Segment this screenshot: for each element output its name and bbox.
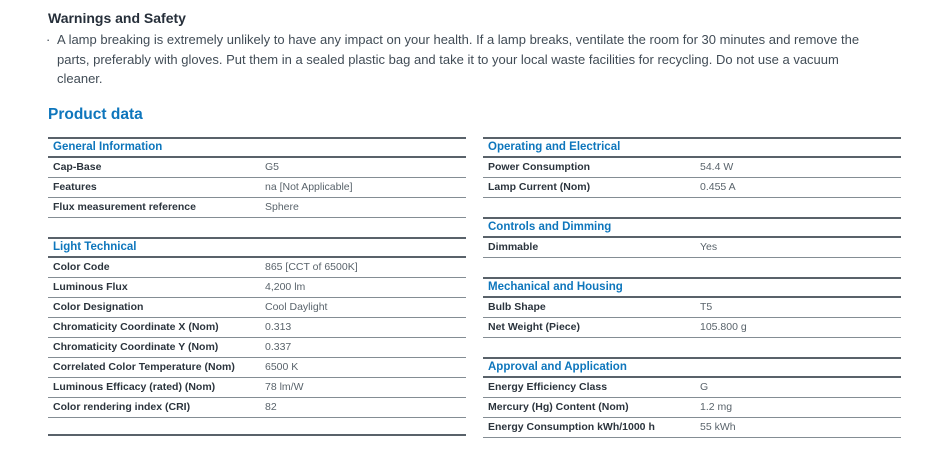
warnings-title: Warnings and Safety (48, 10, 186, 26)
table-row: Chromaticity Coordinate Y (Nom) 0.337 (48, 338, 466, 358)
table-row: Net Weight (Piece) 105.800 g (483, 318, 901, 338)
datasheet-page: Warnings and Safety · A lamp breaking is… (46, 10, 903, 438)
spec-value: 4,200 lm (265, 281, 306, 293)
spec-value: G5 (265, 161, 280, 173)
left-column: General Information Cap-Base G5 Features… (48, 136, 466, 438)
warning-list-item: · A lamp breaking is extremely unlikely … (46, 30, 903, 89)
table-row: Color Designation Cool Daylight (48, 298, 466, 318)
spec-value: 0.455 A (700, 181, 736, 193)
table-row: Flux measurement reference Sphere (48, 198, 466, 218)
spec-label: Net Weight (Piece) (488, 321, 580, 333)
table-row: Energy Consumption kWh/1000 h 55 kWh (483, 418, 901, 438)
table-row: Luminous Flux 4,200 lm (48, 278, 466, 298)
spec-value: G (700, 381, 709, 393)
spec-label: Energy Efficiency Class (488, 381, 608, 393)
spec-value: Sphere (265, 201, 299, 213)
table-row: Energy Efficiency Class G (483, 378, 901, 398)
spec-label: Lamp Current (Nom) (488, 181, 591, 193)
section-header: Mechanical and Housing (483, 279, 901, 298)
spec-label: Power Consumption (488, 161, 591, 173)
table-row: Power Consumption 54.4 W (483, 158, 901, 178)
warning-text: A lamp breaking is extremely unlikely to… (57, 32, 860, 86)
section-closing-rule (48, 433, 466, 436)
section-general-information: General Information Cap-Base G5 Features… (48, 136, 466, 218)
section-header: General Information (48, 139, 466, 158)
spec-value: 105.800 g (700, 321, 747, 333)
spec-label: Cap-Base (53, 161, 102, 173)
spec-label: Chromaticity Coordinate X (Nom) (53, 321, 219, 333)
spec-label: Mercury (Hg) Content (Nom) (488, 401, 629, 413)
spec-label: Bulb Shape (488, 301, 546, 313)
table-row: Luminous Efficacy (rated) (Nom) 78 lm/W (48, 378, 466, 398)
table-row: Correlated Color Temperature (Nom) 6500 … (48, 358, 466, 378)
section-header: Operating and Electrical (483, 139, 901, 158)
product-data-title: Product data (48, 105, 143, 123)
table-row: Cap-Base G5 (48, 158, 466, 178)
spec-value: Cool Daylight (265, 301, 328, 313)
spec-value: 1.2 mg (700, 401, 733, 413)
spec-label: Color Designation (53, 301, 144, 313)
spec-label: Color Code (53, 261, 110, 273)
spec-value: 55 kWh (700, 421, 736, 433)
spec-label: Chromaticity Coordinate Y (Nom) (53, 341, 219, 353)
section-light-technical: Light Technical Color Code 865 [CCT of 6… (48, 236, 466, 418)
spec-value: na [Not Applicable] (265, 181, 353, 193)
section-approval-and-application: Approval and Application Energy Efficien… (483, 356, 901, 438)
spec-value: T5 (700, 301, 713, 313)
spec-value: 865 [CCT of 6500K] (265, 261, 358, 273)
section-header: Light Technical (48, 239, 466, 258)
spec-value: 54.4 W (700, 161, 734, 173)
spec-value: 82 (265, 401, 277, 413)
table-row: Dimmable Yes (483, 238, 901, 258)
table-row: Bulb Shape T5 (483, 298, 901, 318)
section-operating-and-electrical: Operating and Electrical Power Consumpti… (483, 136, 901, 198)
spec-label: Correlated Color Temperature (Nom) (53, 361, 235, 373)
table-row: Color Code 865 [CCT of 6500K] (48, 258, 466, 278)
section-mechanical-and-housing: Mechanical and Housing Bulb Shape T5 Net… (483, 276, 901, 338)
spec-value: 78 lm/W (265, 381, 304, 393)
bullet-marker: · (46, 32, 51, 47)
spec-value: 0.337 (265, 341, 292, 353)
spec-label: Dimmable (488, 241, 539, 253)
section-header: Approval and Application (483, 359, 901, 378)
table-row: Lamp Current (Nom) 0.455 A (483, 178, 901, 198)
spec-label: Energy Consumption kWh/1000 h (488, 421, 655, 433)
spec-label: Luminous Flux (53, 281, 128, 293)
spec-label: Flux measurement reference (53, 201, 196, 213)
table-row: Chromaticity Coordinate X (Nom) 0.313 (48, 318, 466, 338)
spec-tables: General Information Cap-Base G5 Features… (48, 136, 903, 438)
spec-label: Luminous Efficacy (rated) (Nom) (53, 381, 216, 393)
table-row: Mercury (Hg) Content (Nom) 1.2 mg (483, 398, 901, 418)
spec-label: Color rendering index (CRI) (53, 401, 191, 413)
table-row: Color rendering index (CRI) 82 (48, 398, 466, 418)
spec-value: Yes (700, 241, 718, 253)
spec-value: 6500 K (265, 361, 299, 373)
right-column: Operating and Electrical Power Consumpti… (483, 136, 901, 438)
spec-value: 0.313 (265, 321, 292, 333)
section-controls-and-dimming: Controls and Dimming Dimmable Yes (483, 216, 901, 258)
table-row: Features na [Not Applicable] (48, 178, 466, 198)
spec-label: Features (53, 181, 97, 193)
section-header: Controls and Dimming (483, 219, 901, 238)
